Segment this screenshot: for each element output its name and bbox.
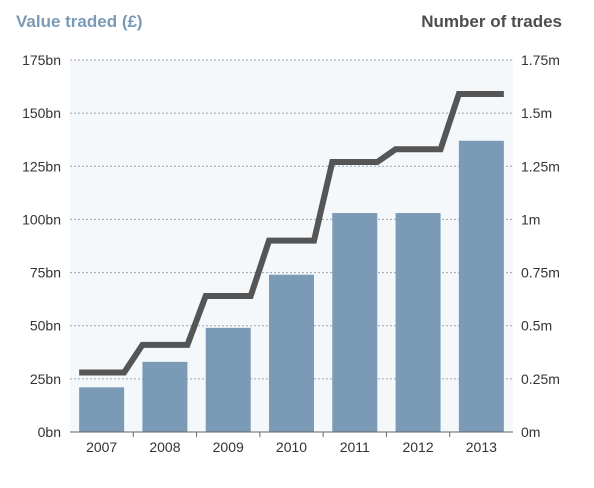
x-tick-label: 2012: [402, 439, 433, 455]
left-tick-label: 50bn: [30, 318, 61, 334]
bar: [269, 274, 314, 432]
right-tick-label: 1.5m: [521, 105, 552, 121]
right-tick-label: 1m: [521, 211, 540, 227]
bar: [79, 387, 125, 432]
bar: [332, 213, 378, 432]
x-tick-label: 2007: [86, 439, 117, 455]
bar: [205, 327, 251, 432]
right-tick-label: 0.25m: [521, 371, 560, 387]
left-tick-label: 0bn: [38, 424, 61, 440]
left-tick-label: 125bn: [22, 158, 61, 174]
trades-step-line: [79, 91, 504, 376]
right-tick-label: 0m: [521, 424, 540, 440]
x-tick-label: 2011: [340, 439, 370, 455]
bar: [395, 213, 441, 432]
x-tick-label: 2009: [213, 439, 244, 455]
x-tick-label: 2013: [466, 439, 497, 455]
left-tick-label: 175bn: [22, 52, 61, 68]
bar: [142, 361, 188, 432]
x-tick-label: 2010: [276, 439, 307, 455]
left-tick-label: 75bn: [30, 265, 61, 281]
right-tick-label: 1.75m: [521, 52, 560, 68]
right-tick-label: 0.75m: [521, 265, 560, 281]
x-tick-label: 2008: [149, 439, 180, 455]
bar: [458, 140, 504, 432]
left-tick-label: 100bn: [22, 211, 61, 227]
left-tick-label: 25bn: [30, 371, 61, 387]
right-tick-label: 0.5m: [521, 318, 552, 334]
left-axis-title: Value traded (£): [16, 12, 143, 31]
right-tick-label: 1.25m: [521, 158, 560, 174]
left-tick-label: 150bn: [22, 105, 61, 121]
right-axis-title: Number of trades: [421, 12, 562, 31]
